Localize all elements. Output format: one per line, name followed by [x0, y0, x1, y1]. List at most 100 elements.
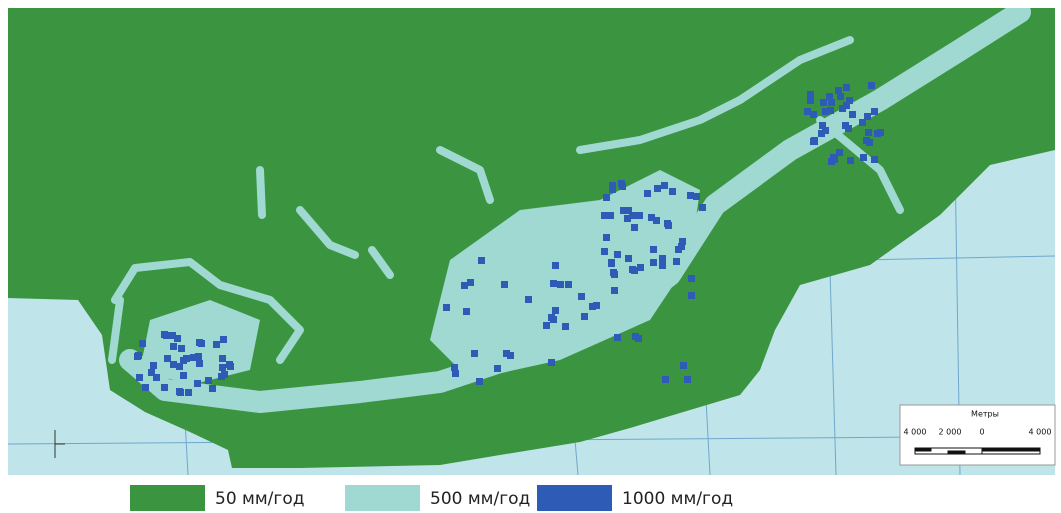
cell: [836, 149, 843, 156]
cell: [650, 246, 657, 253]
cell: [134, 353, 141, 360]
cell: [603, 194, 610, 201]
cell: [614, 251, 621, 258]
legend-label: 500 мм/год: [430, 489, 530, 509]
cell: [209, 385, 216, 392]
cell: [868, 82, 875, 89]
cell: [648, 214, 655, 221]
cell: [846, 97, 853, 104]
cell: [654, 185, 661, 192]
cell: [601, 212, 608, 219]
cell: [842, 122, 849, 129]
cell: [673, 258, 680, 265]
cell: [548, 314, 555, 321]
cell: [476, 378, 483, 385]
cell: [178, 345, 185, 352]
cell: [543, 322, 550, 329]
cell: [860, 154, 867, 161]
cell: [196, 360, 203, 367]
cell: [501, 281, 508, 288]
cell: [693, 193, 700, 200]
cell: [461, 282, 468, 289]
cell: [562, 323, 569, 330]
scale-bar: Метры 4 000 2 000 0 4 000: [900, 405, 1055, 465]
cell: [828, 158, 835, 165]
cell: [467, 279, 474, 286]
cell: [548, 359, 555, 366]
cell: [170, 361, 177, 368]
cell: [632, 333, 639, 340]
cell: [565, 281, 572, 288]
cell: [603, 234, 610, 241]
cell: [835, 87, 842, 94]
cell: [451, 364, 458, 371]
legend-swatch: [130, 485, 205, 511]
cell: [819, 122, 826, 129]
cell: [849, 111, 856, 118]
cell: [625, 255, 632, 262]
map: Метры 4 000 2 000 0 4 000 50 мм/год500 м…: [0, 0, 1061, 513]
cell: [629, 212, 636, 219]
cell: [699, 204, 706, 211]
cell: [550, 280, 557, 287]
cell: [629, 266, 636, 273]
cell: [810, 111, 817, 118]
cell: [871, 108, 878, 115]
cell: [636, 212, 643, 219]
cell: [687, 192, 694, 199]
scale-label: 4 000: [904, 428, 927, 437]
cell: [163, 332, 170, 339]
cell: [552, 262, 559, 269]
cell: [828, 99, 835, 106]
scale-title: Метры: [971, 410, 999, 419]
cell: [581, 313, 588, 320]
cell: [661, 182, 668, 189]
cell: [820, 99, 827, 106]
legend-swatch: [537, 485, 612, 511]
cell: [443, 304, 450, 311]
cell: [859, 119, 866, 126]
cell: [463, 308, 470, 315]
cell: [150, 362, 157, 369]
cell: [680, 362, 687, 369]
cell: [614, 334, 621, 341]
cell: [611, 287, 618, 294]
cell: [839, 105, 846, 112]
cell: [205, 377, 212, 384]
cell: [176, 363, 183, 370]
cell: [219, 364, 226, 371]
cell: [153, 374, 160, 381]
cell: [478, 257, 485, 264]
cell: [843, 84, 850, 91]
cell: [578, 293, 585, 300]
cell: [170, 343, 177, 350]
page: {"legend": [ {"label": "50 мм/год", "col…: [0, 0, 1061, 513]
cell: [164, 355, 171, 362]
cell: [684, 376, 691, 383]
cell: [177, 389, 184, 396]
cell: [688, 275, 695, 282]
cell: [139, 340, 146, 347]
cell: [452, 370, 459, 377]
cell: [185, 389, 192, 396]
cell: [557, 281, 564, 288]
cell: [644, 190, 651, 197]
cell: [142, 384, 149, 391]
cell: [610, 269, 617, 276]
cell: [220, 336, 227, 343]
cell: [650, 259, 657, 266]
cell: [679, 238, 686, 245]
cell: [198, 340, 205, 347]
cell: [804, 108, 811, 115]
cell: [688, 292, 695, 299]
cell: [194, 380, 201, 387]
cell: [871, 156, 878, 163]
cell: [525, 296, 532, 303]
map-area: [8, 8, 1055, 475]
cell: [607, 212, 614, 219]
cell: [136, 374, 143, 381]
cell: [471, 350, 478, 357]
cell: [608, 259, 615, 266]
cell: [665, 222, 672, 229]
scale-label: 0: [979, 428, 984, 437]
